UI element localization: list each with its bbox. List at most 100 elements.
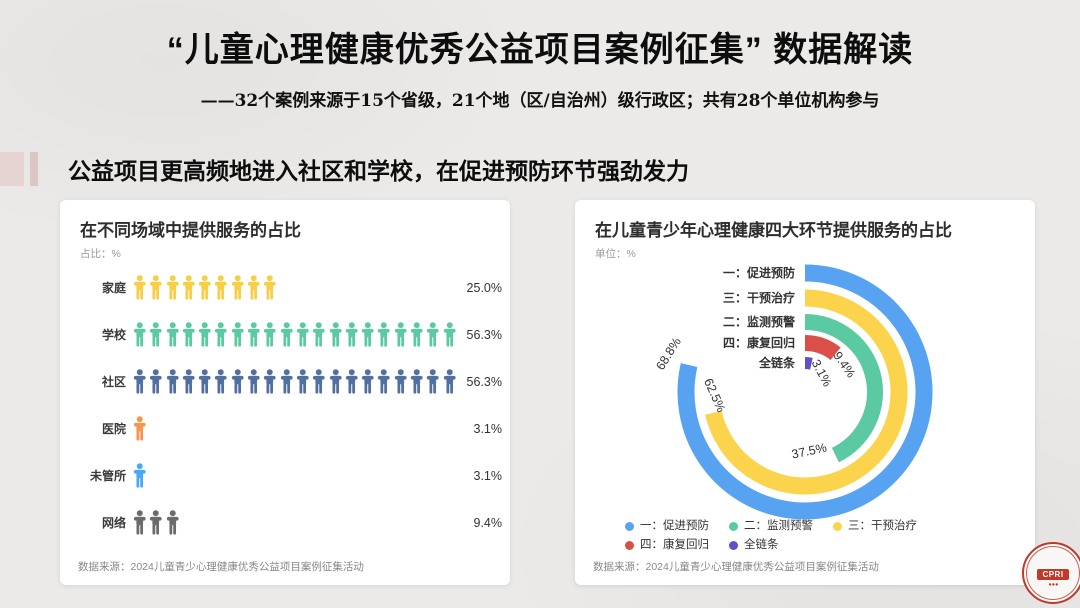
- person-icon: [313, 369, 325, 394]
- icon-group: [133, 416, 147, 441]
- person-icon: [166, 369, 179, 394]
- person-icon: [296, 369, 309, 394]
- person-icon: [264, 275, 276, 300]
- cpri-logo-text: CPRI: [1037, 568, 1069, 580]
- pictogram-row: 社区 56.3%: [80, 358, 502, 405]
- person-icon: [199, 369, 211, 394]
- person-icon: [264, 369, 276, 394]
- radial-unit-label: 单位：%: [595, 248, 636, 260]
- person-icon: [133, 275, 146, 300]
- radial-arc: [804, 314, 883, 463]
- pictogram-source: 数据来源：2024儿童青少心理健康优秀公益项目案例征集活动: [78, 561, 364, 573]
- ring-category-label: 全链条: [758, 355, 796, 370]
- person-icon: [394, 369, 407, 394]
- cpri-logo-subtext: ●●●: [1048, 581, 1058, 588]
- icon-group: [133, 322, 456, 347]
- radial-arc: [705, 289, 908, 495]
- ring-value-label: 68.8%: [653, 335, 684, 372]
- pictogram-row: 家庭 25.0%: [80, 264, 502, 311]
- accent-bar: [30, 152, 38, 186]
- person-icon: [182, 322, 195, 347]
- person-icon: [329, 322, 342, 347]
- person-icon: [329, 369, 342, 394]
- legend-label: 一：促进预防: [640, 520, 709, 532]
- person-icon: [296, 322, 309, 347]
- icon-group: [133, 510, 179, 535]
- value-label: 25.0%: [466, 280, 502, 295]
- person-icon: [443, 369, 456, 394]
- category-label: 学校: [101, 328, 126, 342]
- pictogram-row: 未管所 3.1%: [80, 452, 502, 499]
- radial-legend: 一：促进预防 二：监测预警 三：干预治疗四：康复回归 全链条: [625, 518, 1025, 556]
- person-icon: [264, 322, 276, 347]
- legend-label: 二：监测预警: [744, 520, 813, 532]
- legend-dot: [625, 541, 634, 550]
- person-icon: [378, 369, 391, 394]
- pictogram-chart-panel: 在不同场域中提供服务的占比 占比：% 家庭 25.0% 学校 56.3% 社区 56.3%…: [60, 200, 510, 585]
- person-icon: [231, 322, 244, 347]
- radial-arc: [804, 357, 813, 370]
- person-icon: [199, 322, 211, 347]
- person-icon: [199, 275, 211, 300]
- pictogram-rows: 家庭 25.0% 学校 56.3% 社区 56.3% 医院 3.1% 未管所 3.1% 网络 9.4%: [80, 264, 502, 546]
- person-icon: [133, 369, 146, 394]
- legend-dot: [833, 522, 842, 531]
- radial-chart-panel: 在儿童青少年心理健康四大环节提供服务的占比 单位：% 一：促进预防 三：干预治疗二…: [575, 200, 1035, 585]
- pictogram-chart-title: 在不同场域中提供服务的占比: [80, 221, 301, 240]
- legend-label: 三：干预治疗: [848, 520, 917, 532]
- ring-value-label: 37.5%: [790, 441, 828, 462]
- ring-category-label: 三：干预治疗: [723, 290, 795, 305]
- ring-category-label: 四：康复回归: [723, 335, 795, 350]
- pictogram-row: 医院 3.1%: [80, 405, 502, 452]
- accent-block: [0, 152, 24, 186]
- slide-subtitle: ——32个案例来源于15个省级，21个地（区/自治州）级行政区；共有28个单位机…: [200, 91, 880, 111]
- person-icon: [394, 322, 407, 347]
- radial-chart-title: 在儿童青少年心理健康四大环节提供服务的占比: [595, 221, 952, 240]
- person-icon: [345, 369, 358, 394]
- person-icon: [443, 322, 456, 347]
- person-icon: [247, 322, 260, 347]
- legend-item: 二：监测预警: [729, 518, 813, 535]
- section-heading-row: 公益项目更高频地进入社区和学校，在促进预防环节强劲发力: [0, 150, 1080, 188]
- person-icon: [313, 322, 325, 347]
- person-icon: [410, 322, 423, 347]
- ring-value-label: 62.5%: [701, 376, 728, 414]
- category-label: 社区: [101, 375, 126, 389]
- category-label: 家庭: [101, 281, 126, 295]
- radial-arc: [804, 335, 841, 361]
- person-icon: [378, 322, 391, 347]
- radial-source: 数据来源：2024儿童青少心理健康优秀公益项目案例征集活动: [593, 561, 879, 573]
- person-icon: [150, 275, 162, 300]
- person-icon: [166, 510, 179, 535]
- person-icon: [362, 322, 374, 347]
- person-icon: [215, 369, 228, 394]
- legend-item: 一：促进预防: [625, 518, 709, 535]
- person-icon: [150, 369, 162, 394]
- value-label: 56.3%: [466, 327, 502, 342]
- pictogram-unit-label: 占比：%: [80, 248, 121, 260]
- icon-group: [133, 275, 277, 300]
- legend-dot: [625, 522, 634, 531]
- person-icon: [215, 322, 228, 347]
- person-icon: [231, 275, 244, 300]
- icon-group: [133, 463, 147, 488]
- value-label: 3.1%: [473, 468, 503, 483]
- value-label: 3.1%: [473, 421, 503, 436]
- legend-item: 四：康复回归: [625, 537, 709, 554]
- person-icon: [215, 275, 228, 300]
- ring-category-label: 一：促进预防: [723, 265, 795, 280]
- value-label: 56.3%: [466, 374, 502, 389]
- person-icon: [182, 275, 195, 300]
- value-label: 9.4%: [473, 515, 503, 530]
- ring-category-label: 二：监测预警: [723, 314, 795, 329]
- legend-item: 全链条: [729, 537, 779, 554]
- person-icon: [166, 275, 179, 300]
- person-icon: [133, 322, 146, 347]
- pictogram-row: 学校 56.3%: [80, 311, 502, 358]
- person-icon: [166, 322, 179, 347]
- category-label: 网络: [101, 516, 126, 530]
- cpri-logo: CPRI ●●●: [1022, 542, 1080, 604]
- legend-dot: [729, 541, 738, 550]
- slide-title: “儿童心理健康优秀公益项目案例征集” 数据解读: [166, 31, 914, 69]
